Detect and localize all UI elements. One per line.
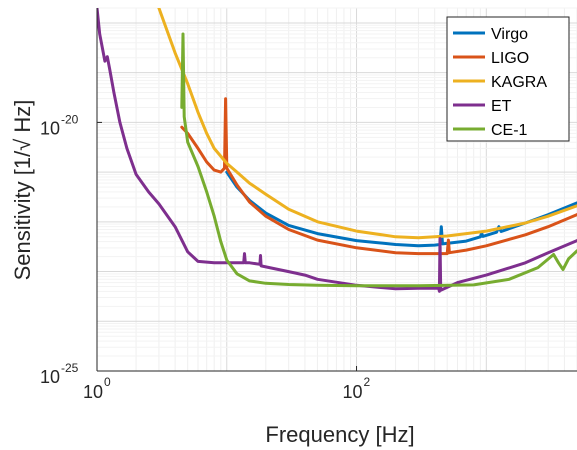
x-tick-label: 10 (343, 382, 363, 402)
x-tick-label-exponent: 2 (364, 375, 371, 389)
y-axis-label: Sensitivity [1/√ Hz] (10, 100, 35, 281)
x-tick-label-exponent: 0 (104, 375, 111, 389)
y-tick-label: 10 (40, 367, 60, 387)
y-tick-label-exponent: -20 (61, 112, 79, 126)
legend-box (446, 16, 570, 142)
series-layer (97, 8, 577, 293)
y-tick-label: 10 (40, 118, 60, 138)
series-line-ligo (180, 97, 577, 256)
legend-label-et: ET (491, 98, 512, 115)
legend: Virgo LIGO KAGRA ET CE-1 (446, 16, 570, 142)
series-line-kagra (157, 8, 577, 240)
legend-label-ligo: LIGO (491, 50, 529, 67)
x-tick-label: 10 (83, 382, 103, 402)
axes (96, 8, 577, 372)
series-line-ce-1 (180, 32, 577, 288)
x-axis-label: Frequency [Hz] (265, 422, 414, 447)
legend-label-ce-1: CE-1 (491, 122, 528, 139)
legend-label-kagra: KAGRA (491, 74, 547, 91)
y-tick-label-exponent: -25 (61, 361, 79, 375)
legend-label-virgo: Virgo (491, 26, 528, 43)
series-line-et (97, 8, 577, 293)
